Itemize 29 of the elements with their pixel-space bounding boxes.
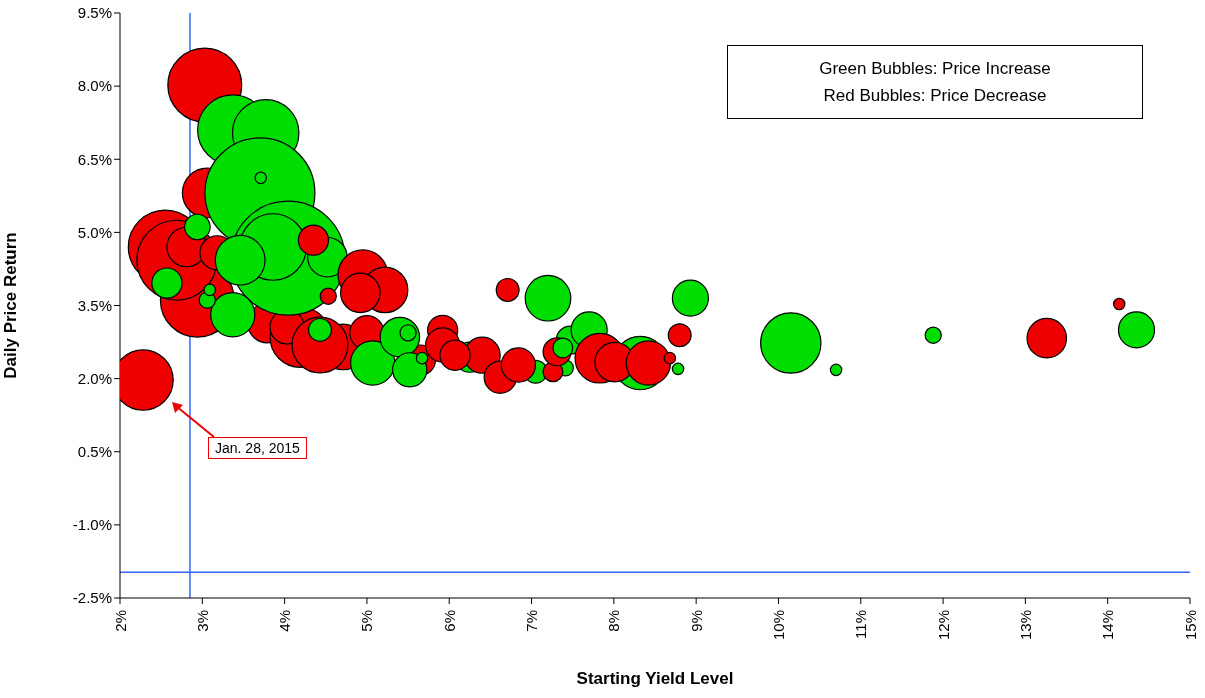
x-tick-label: 8% (605, 610, 623, 632)
x-tick-label: 13% (1016, 610, 1034, 641)
y-tick-label: -2.5% (72, 589, 112, 607)
y-tick-label: 0.5% (77, 443, 112, 461)
x-tick-label: 7% (523, 610, 541, 632)
y-axis-title: Daily Price Return (1, 232, 21, 379)
annotation: Green Bubbles: Price Increase (819, 58, 1051, 80)
annotation: Jan. 28, 2015 (208, 437, 307, 459)
note-box: Green Bubbles: Price Increase Red Bubbles: Price Decrease (727, 45, 1143, 119)
y-tick-label: 5.0% (77, 223, 112, 241)
x-tick-label: 5% (358, 610, 376, 632)
x-tick-label: 2% (111, 610, 129, 632)
y-tick-label: -1.0% (72, 516, 112, 534)
y-tick-label: 2.0% (77, 369, 112, 387)
x-tick-label: 12% (934, 610, 952, 641)
y-tick-label: 8.0% (77, 77, 112, 95)
y-tick-label: 6.5% (77, 150, 112, 168)
annotation: Red Bubbles: Price Decrease (823, 85, 1047, 107)
y-tick-label: 3.5% (77, 296, 112, 314)
x-tick-label: 14% (1099, 610, 1117, 641)
x-tick-label: 4% (276, 610, 294, 632)
x-axis-title: Starting Yield Level (576, 669, 734, 688)
x-tick-label: 3% (193, 610, 211, 632)
x-tick-label: 11% (852, 610, 870, 639)
x-tick-label: 15% (1181, 610, 1199, 641)
x-tick-label: 9% (687, 610, 705, 632)
x-tick-label: 6% (440, 610, 458, 632)
y-tick-label: 9.5% (77, 4, 112, 22)
x-tick-label: 10% (769, 610, 787, 641)
